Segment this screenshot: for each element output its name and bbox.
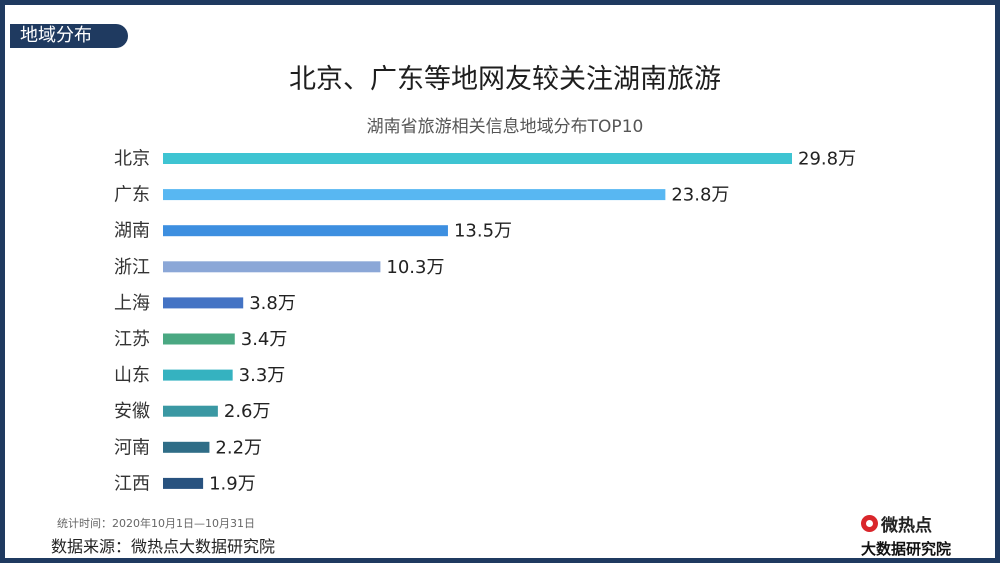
value-label: 3.3万 (239, 365, 286, 386)
value-label: 2.2万 (215, 437, 262, 458)
bar (163, 369, 233, 381)
bar (163, 405, 218, 417)
category-label: 山东 (114, 365, 150, 386)
bar (163, 153, 792, 164)
chart-title: 北京、广东等地网友较关注湖南旅游 (289, 64, 721, 95)
bar (163, 333, 235, 345)
value-label: 3.8万 (249, 293, 296, 314)
weiredian-logo-icon (861, 515, 878, 532)
category-label: 安徽 (114, 401, 150, 422)
bar (163, 225, 448, 237)
category-label: 浙江 (114, 257, 150, 278)
bar (163, 441, 210, 453)
logo-top-text: 微热点 (881, 516, 932, 536)
category-label: 北京 (114, 149, 150, 170)
bar (163, 189, 666, 201)
data-source: 数据来源：微热点大数据研究院 (51, 537, 276, 556)
value-label: 2.6万 (224, 401, 271, 422)
value-label: 29.8万 (798, 149, 856, 170)
logo-bottom-text: 大数据研究院 (861, 540, 952, 558)
value-label: 1.9万 (209, 473, 256, 494)
chart-subtitle: 湖南省旅游相关信息地域分布TOP10 (366, 117, 644, 137)
category-label: 江西 (114, 473, 150, 494)
section-tag: 地域分布 (10, 24, 128, 48)
category-label: 湖南 (114, 221, 150, 242)
bar (163, 477, 204, 489)
category-label: 江苏 (114, 329, 150, 350)
category-label: 上海 (114, 293, 150, 314)
category-label: 广东 (114, 185, 150, 206)
category-label: 河南 (114, 437, 150, 458)
value-label: 3.4万 (241, 329, 288, 350)
value-label: 13.5万 (454, 221, 512, 242)
value-label: 10.3万 (386, 257, 444, 278)
bar (163, 261, 381, 273)
stat-period: 统计时间：2020年10月1日—10月31日 (57, 517, 255, 530)
bar (163, 297, 244, 309)
value-label: 23.8万 (671, 185, 729, 206)
logo: 微热点 大数据研究院 (861, 511, 973, 559)
